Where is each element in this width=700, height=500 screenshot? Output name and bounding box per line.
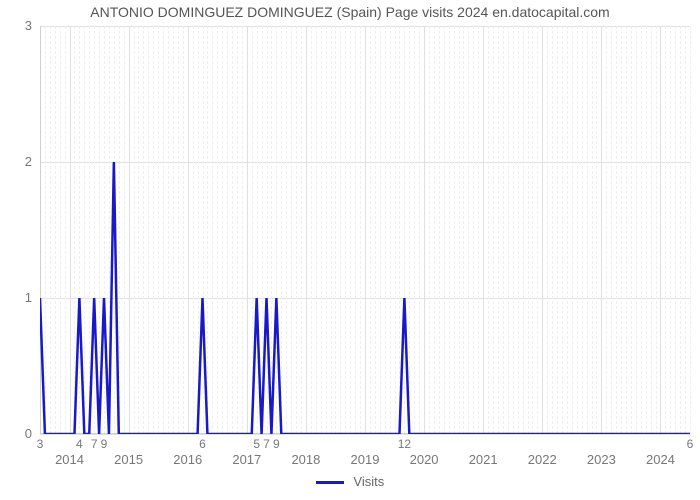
data-point-label: 5 xyxy=(253,437,260,451)
y-tick-label: 3 xyxy=(10,18,32,33)
legend: Visits xyxy=(0,474,700,489)
legend-label: Visits xyxy=(353,474,384,489)
y-grid-line xyxy=(40,434,690,435)
visits-chart: ANTONIO DOMINGUEZ DOMINGUEZ (Spain) Page… xyxy=(0,0,700,500)
x-tick-label: 2015 xyxy=(109,452,149,467)
data-point-label: 6 xyxy=(687,437,694,451)
y-tick-label: 1 xyxy=(10,290,32,305)
data-point-label: 9 xyxy=(273,437,280,451)
x-tick-label: 2018 xyxy=(286,452,326,467)
x-tick-label: 2019 xyxy=(345,452,385,467)
chart-title: ANTONIO DOMINGUEZ DOMINGUEZ (Spain) Page… xyxy=(0,4,700,20)
data-point-label: 6 xyxy=(199,437,206,451)
visits-line xyxy=(40,162,690,434)
plot-area xyxy=(40,26,690,434)
x-tick-label: 2017 xyxy=(227,452,267,467)
x-tick-label: 2016 xyxy=(168,452,208,467)
data-point-label: 7 xyxy=(263,437,270,451)
x-minor-grid-line xyxy=(690,26,691,434)
x-tick-label: 2022 xyxy=(522,452,562,467)
series-svg xyxy=(40,26,690,434)
y-tick-label: 0 xyxy=(10,426,32,441)
legend-swatch xyxy=(316,481,344,484)
data-point-label: 3 xyxy=(37,437,44,451)
x-tick-label: 2021 xyxy=(463,452,503,467)
data-point-label: 4 xyxy=(76,437,83,451)
x-tick-label: 2014 xyxy=(50,452,90,467)
data-point-label: 7 xyxy=(91,437,98,451)
x-tick-label: 2020 xyxy=(404,452,444,467)
y-tick-label: 2 xyxy=(10,154,32,169)
x-tick-label: 2023 xyxy=(581,452,621,467)
data-point-label: 9 xyxy=(101,437,108,451)
x-tick-label: 2024 xyxy=(640,452,680,467)
data-point-label: 12 xyxy=(398,437,411,451)
